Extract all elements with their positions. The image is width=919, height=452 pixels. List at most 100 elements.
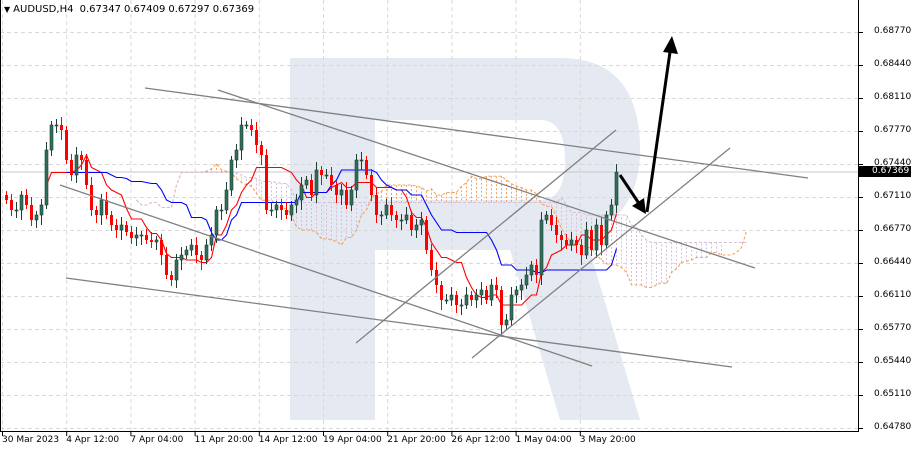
candle-bullish <box>244 124 249 127</box>
candle-bearish <box>590 230 593 250</box>
candle-bearish <box>390 205 393 215</box>
y-tick-label: 0.66440 <box>874 257 912 267</box>
candle-bearish <box>85 160 88 185</box>
candle-bullish <box>474 294 479 301</box>
y-tick-label: 0.66110 <box>874 290 912 300</box>
chart-header: ▼ AUDUSD,H4 0.67347 0.67409 0.67297 0.67369 <box>4 4 257 15</box>
candle-bearish <box>535 265 538 275</box>
candle-bearish <box>5 195 8 200</box>
candle-bearish <box>255 130 258 145</box>
candle-bearish <box>410 215 413 230</box>
candle-bullish <box>269 209 274 212</box>
open-value: 0.67347 <box>79 4 121 15</box>
candle-bearish <box>470 295 473 300</box>
candle-bearish <box>495 285 498 290</box>
candle-bearish <box>95 210 98 215</box>
x-tick-label: 30 Mar 2023 <box>2 435 60 445</box>
candle-bearish <box>560 235 563 240</box>
candle-bearish <box>195 245 198 255</box>
candle-bullish <box>614 171 619 206</box>
trendlines[interactable] <box>59 87 809 368</box>
candle-bearish <box>345 190 348 205</box>
candle-bullish <box>274 204 279 211</box>
candle-bearish <box>320 170 323 175</box>
candle-bearish <box>285 210 288 215</box>
candle-bullish <box>19 194 24 211</box>
candle-bullish <box>449 294 454 301</box>
trendline-descending-upper[interactable] <box>217 89 756 269</box>
candle-bullish <box>99 199 104 216</box>
candle-bearish <box>105 200 108 215</box>
candle-bullish <box>399 219 404 222</box>
forecast-arrows <box>618 36 678 214</box>
candle-bullish <box>209 234 214 246</box>
candle-bullish <box>504 319 509 326</box>
candle-bullish <box>419 219 424 226</box>
candle-bullish <box>539 219 544 276</box>
candle-bullish <box>34 214 39 221</box>
y-tick-label: 0.67440 <box>874 158 912 168</box>
x-tick-label: 1 May 04:00 <box>515 435 572 445</box>
candle-bearish <box>125 225 128 232</box>
symbol-label: AUDUSD,H4 <box>13 4 74 15</box>
y-tick-label: 0.68440 <box>874 59 912 69</box>
candle-bullish <box>214 209 219 236</box>
candle-bullish <box>224 189 229 211</box>
channel-upper-line[interactable] <box>355 129 617 344</box>
candle-bullish <box>609 204 614 216</box>
candle-bullish <box>314 169 319 196</box>
candle-bearish <box>170 275 173 280</box>
candle-bearish <box>565 240 568 245</box>
candle-bullish <box>39 204 44 216</box>
candle-bullish <box>464 294 469 306</box>
candle-bearish <box>130 232 133 238</box>
candle-bearish <box>335 185 338 195</box>
candle-bullish <box>204 244 209 261</box>
candle-bullish <box>479 289 484 296</box>
candle-bearish <box>250 125 253 130</box>
candle-bearish <box>330 175 333 185</box>
candle-bearish <box>160 240 163 255</box>
candle-bullish <box>74 154 79 176</box>
candle-bullish <box>414 224 419 231</box>
dropdown-triangle-icon[interactable]: ▼ <box>4 5 11 14</box>
x-tick-label: 4 Apr 12:00 <box>66 435 120 445</box>
candle-bearish <box>375 195 378 215</box>
candle-bullish <box>519 284 524 291</box>
candle-bullish <box>54 124 59 127</box>
channel-lower-line[interactable] <box>471 147 731 359</box>
candle-bullish <box>459 304 464 307</box>
arrow-up-segment <box>645 51 672 213</box>
x-tick-label: 7 Apr 04:00 <box>130 435 184 445</box>
candle-bullish <box>49 124 54 151</box>
watermark-logo <box>290 58 640 420</box>
high-value: 0.67409 <box>124 4 166 15</box>
kijun-sen-line <box>66 169 618 274</box>
candle-bullish <box>384 204 389 216</box>
candle-bullish <box>299 184 304 201</box>
candle-bullish <box>134 234 139 239</box>
candle-bearish <box>600 225 603 245</box>
trendline-lower-support[interactable] <box>65 277 733 368</box>
candle-bearish <box>115 225 118 230</box>
low-value: 0.67297 <box>168 4 210 15</box>
y-tick-label: 0.65770 <box>874 323 912 333</box>
senkou-span-a <box>136 162 748 289</box>
x-tick-label: 14 Apr 12:00 <box>258 435 318 445</box>
candle-bearish <box>310 180 313 195</box>
x-tick-label: 21 Apr 20:00 <box>387 435 446 445</box>
plot-frame <box>0 0 859 432</box>
grid <box>0 0 858 431</box>
x-tick-label: 3 May 20:00 <box>579 435 636 445</box>
candle-bearish <box>25 195 28 205</box>
candle-bearish <box>260 145 263 155</box>
candle-bearish <box>10 200 13 210</box>
candle-bullish <box>514 289 519 296</box>
candle-bullish <box>349 189 354 206</box>
candle-bullish <box>139 234 144 237</box>
arrow-head-up-icon <box>663 36 678 54</box>
candle-bullish <box>154 239 159 243</box>
candle-bullish <box>444 299 449 302</box>
candle-bullish <box>219 209 224 212</box>
